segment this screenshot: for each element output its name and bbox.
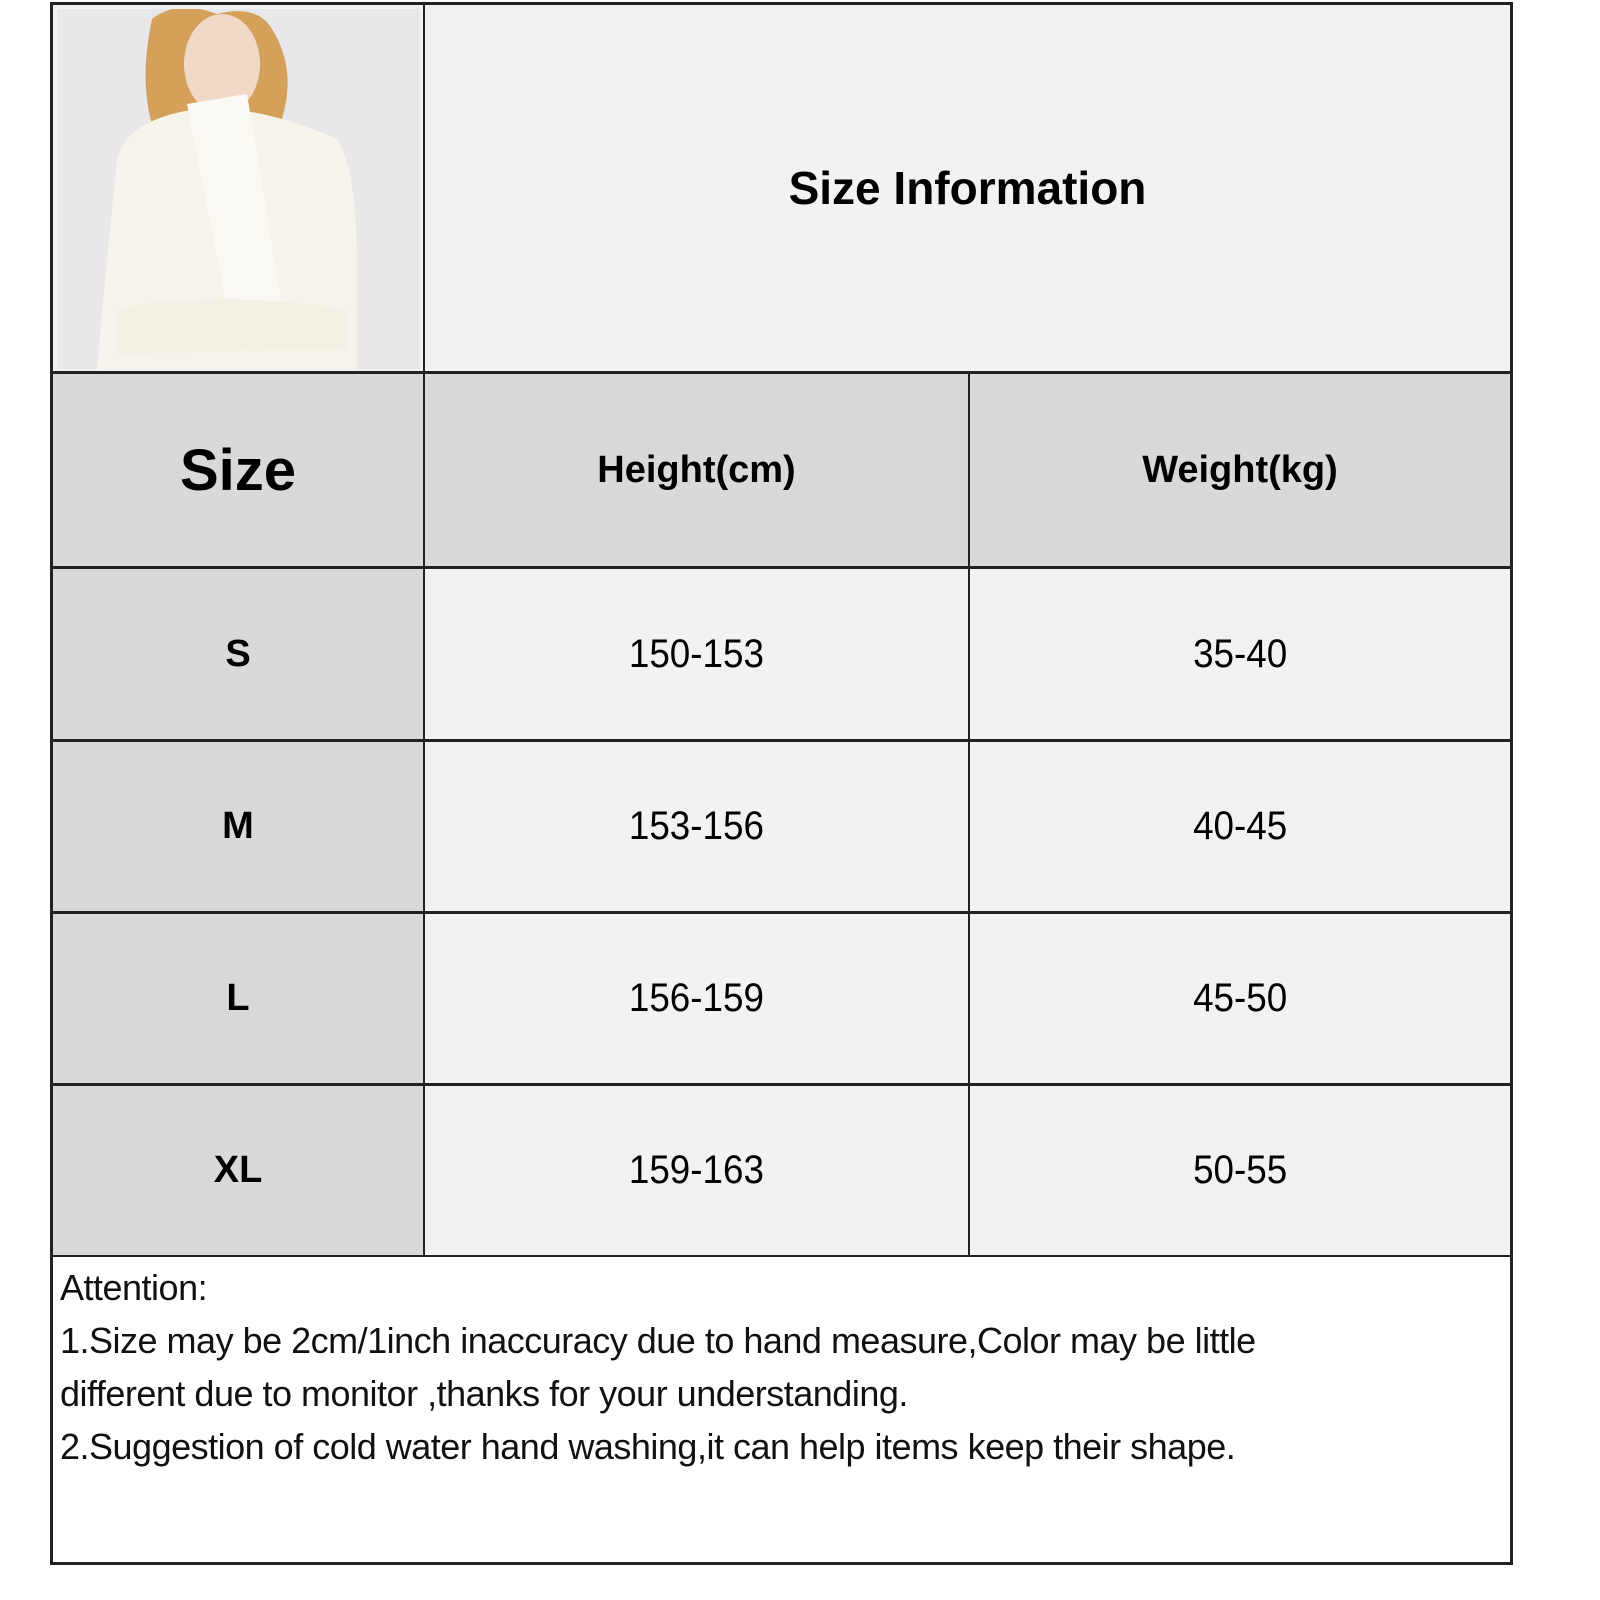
size-cell: L [53,914,423,1083]
size-chart-table: Size Information Size Height(cm) Weight(… [50,2,1513,1565]
height-value: 153-156 [628,804,765,848]
header-size: Size [53,374,423,566]
size-value: S [225,632,251,675]
model-image [57,9,420,369]
height-cell: 156-159 [425,914,968,1083]
weight-value: 50-55 [1192,1148,1288,1192]
size-value: M [222,805,254,847]
weight-cell: 45-50 [970,914,1510,1083]
note-1: 1.Size may be 2cm/1inch inaccuracy due t… [60,1320,1256,1361]
weight-value: 45-50 [1192,976,1288,1020]
note-2: 2.Suggestion of cold water hand washing,… [60,1426,1236,1467]
weight-value: 40-45 [1192,804,1288,848]
divider [53,739,1510,742]
divider [53,911,1510,914]
title-cell: Size Information [425,5,1510,371]
note-1-continued: different due to monitor ,thanks for you… [60,1373,908,1414]
height-value: 159-163 [628,1148,765,1192]
height-cell: 153-156 [425,742,968,911]
divider [53,371,1510,374]
height-cell: 159-163 [425,1086,968,1255]
product-photo [57,9,420,369]
size-value: XL [213,1149,263,1191]
divider [53,1255,1510,1258]
height-cell: 150-153 [425,569,968,739]
header-height-label: Height(cm) [597,448,796,491]
size-value: L [226,977,250,1019]
size-cell: XL [53,1086,423,1255]
attention-heading: Attention: [60,1267,208,1308]
size-cell: S [53,569,423,739]
weight-cell: 50-55 [970,1086,1510,1255]
height-value: 156-159 [628,976,765,1020]
divider [968,372,970,1257]
divider [423,5,425,1257]
photo-cell [53,5,423,371]
header-size-label: Size [179,437,297,503]
weight-cell: 35-40 [970,569,1510,739]
divider [53,1083,1510,1086]
size-cell: M [53,742,423,911]
page-title: Size Information [788,162,1147,214]
weight-value: 35-40 [1192,631,1288,676]
header-height: Height(cm) [425,374,968,566]
header-weight: Weight(kg) [970,374,1510,566]
weight-cell: 40-45 [970,742,1510,911]
height-value: 150-153 [628,631,765,676]
divider [53,566,1510,569]
header-weight-label: Weight(kg) [1142,448,1338,491]
attention-notes: Attention: 1.Size may be 2cm/1inch inacc… [53,1257,1510,1562]
